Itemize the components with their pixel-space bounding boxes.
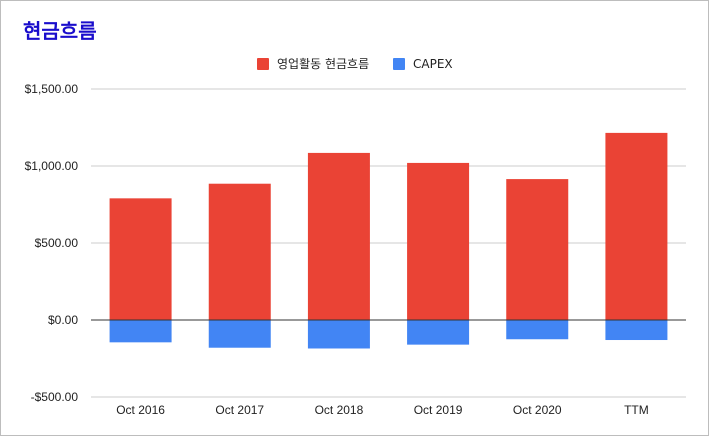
x-tick-label: Oct 2018 bbox=[315, 403, 364, 417]
legend-label: 영업활동 현금흐름 bbox=[277, 57, 369, 71]
bar-capex bbox=[506, 320, 569, 340]
x-tick-label: TTM bbox=[624, 403, 649, 417]
y-tick-label: $1,000.00 bbox=[25, 159, 79, 173]
y-tick-label: $500.00 bbox=[35, 236, 79, 250]
x-tick-label: Oct 2020 bbox=[513, 403, 562, 417]
bar-operating-cashflow bbox=[407, 162, 470, 320]
legend-label: CAPEX bbox=[413, 57, 453, 71]
x-tick-label: Oct 2017 bbox=[215, 403, 264, 417]
bar-capex bbox=[109, 320, 172, 343]
bar-capex bbox=[208, 320, 271, 348]
bar-operating-cashflow bbox=[307, 152, 370, 320]
bar-capex bbox=[407, 320, 470, 345]
bar-operating-cashflow bbox=[109, 198, 172, 320]
legend-swatch bbox=[257, 58, 269, 70]
bar-operating-cashflow bbox=[208, 183, 271, 320]
bar-operating-cashflow bbox=[605, 132, 668, 320]
bar-operating-cashflow bbox=[506, 179, 569, 320]
bar-capex bbox=[605, 320, 668, 341]
chart-title: 현금흐름 bbox=[23, 19, 97, 43]
x-tick-label: Oct 2019 bbox=[414, 403, 463, 417]
y-tick-label: $1,500.00 bbox=[25, 82, 79, 96]
y-tick-label: $0.00 bbox=[48, 313, 78, 327]
y-tick-label: -$500.00 bbox=[31, 390, 79, 404]
legend-swatch bbox=[393, 58, 405, 70]
x-tick-label: Oct 2016 bbox=[116, 403, 165, 417]
bar-capex bbox=[307, 320, 370, 349]
